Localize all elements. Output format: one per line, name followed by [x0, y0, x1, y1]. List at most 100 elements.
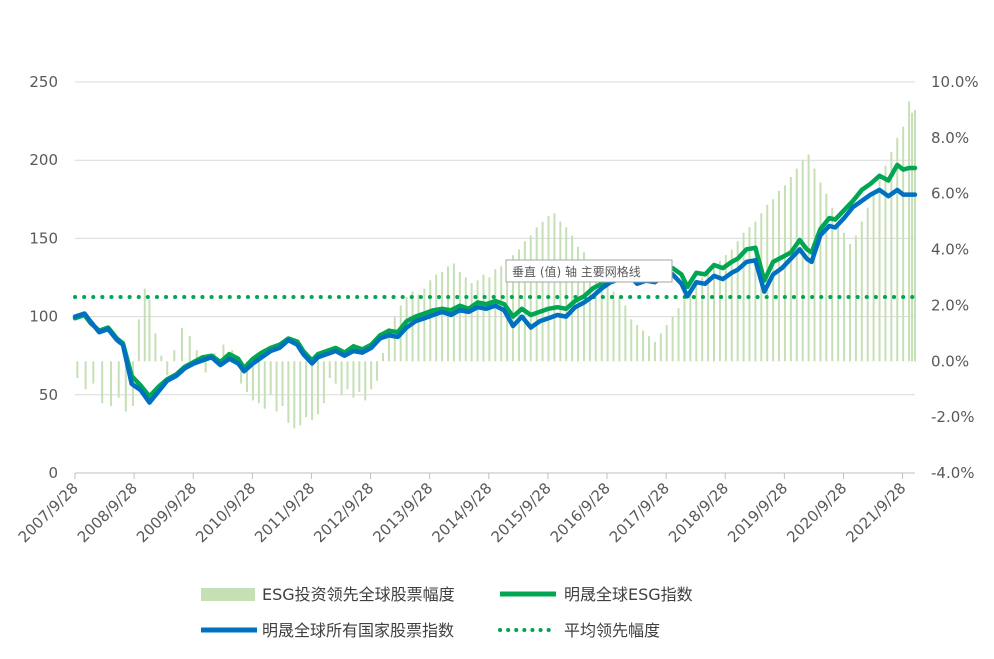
- gridlines: [75, 81, 915, 396]
- lead-bar: [240, 361, 243, 384]
- lead-bar: [689, 291, 692, 362]
- lead-bar: [222, 344, 225, 362]
- right-tick-label-3: 2.0%: [931, 296, 969, 314]
- lead-bar: [748, 227, 751, 362]
- lead-bar: [387, 327, 390, 362]
- lead-bar: [494, 269, 497, 362]
- lead-bar: [358, 361, 361, 393]
- lead-bar: [195, 350, 198, 362]
- lead-bar: [411, 291, 414, 362]
- lead-bar: [346, 361, 349, 390]
- x-tick-label-9: 2016/9/28: [547, 479, 614, 546]
- all-country-index-line: [72, 187, 918, 405]
- lead-bar: [825, 193, 828, 362]
- lead-bar: [713, 266, 716, 362]
- right-tick-label-7: 10.0%: [931, 73, 979, 91]
- right-tick-label-0: -4.0%: [931, 464, 975, 482]
- lead-bar: [742, 232, 745, 362]
- lead-bar: [124, 361, 127, 412]
- lead-bar: [612, 291, 615, 362]
- lead-bar: [322, 361, 325, 404]
- lead-bar: [328, 361, 331, 379]
- x-tick-label-11: 2018/9/28: [665, 479, 732, 546]
- x-tick-label-3: 2010/9/28: [192, 479, 259, 546]
- legend-item-bars: ESG投资领先全球股票幅度: [201, 585, 455, 604]
- lead-bar: [76, 361, 79, 379]
- lead-bar: [707, 271, 710, 362]
- left-tick-label-3: 150: [29, 229, 58, 247]
- lead-bar: [911, 112, 914, 362]
- left-tick-label-4: 200: [29, 151, 58, 169]
- lead-bar: [878, 179, 881, 362]
- lead-bar: [370, 361, 373, 390]
- lead-bar: [783, 185, 786, 362]
- lead-bar: [647, 336, 650, 362]
- lead-bar: [659, 333, 662, 362]
- lead-bar: [160, 355, 163, 362]
- right-tick-label-4: 4.0%: [931, 241, 969, 259]
- lead-bar: [854, 235, 857, 362]
- lead-bar: [843, 232, 846, 362]
- lead-bar: [600, 277, 603, 362]
- lead-bar: [677, 308, 680, 362]
- legend-swatch-bars: [201, 588, 255, 601]
- lead-bar: [789, 176, 792, 362]
- left-tick-label-5: 250: [29, 73, 58, 91]
- lead-bar: [435, 274, 438, 362]
- lead-bar: [275, 361, 278, 412]
- left-axis-tick-labels: 0 50 100 150 200 250: [29, 73, 58, 482]
- lead-bar: [795, 168, 798, 362]
- lead-bar: [848, 243, 851, 362]
- lead-bar: [417, 294, 420, 362]
- lead-bar: [872, 193, 875, 362]
- lead-bar: [630, 319, 633, 362]
- lead-bar: [393, 316, 396, 362]
- right-tick-label-5: 6.0%: [931, 185, 969, 203]
- lead-bar: [137, 319, 140, 362]
- lead-bar: [718, 260, 721, 362]
- lead-bar: [180, 327, 183, 362]
- tooltip-text: 垂直 (值) 轴 主要网格线: [512, 264, 641, 279]
- lead-bar: [482, 274, 485, 362]
- lead-bar: [908, 101, 911, 362]
- lead-bar: [801, 160, 804, 362]
- lead-bar: [653, 341, 656, 362]
- legend-label-bars: ESG投资领先全球股票幅度: [262, 585, 455, 604]
- x-tick-label-8: 2015/9/28: [488, 479, 555, 546]
- lead-bar: [166, 361, 169, 376]
- legend-item-esg: 明晟全球ESG指数: [500, 585, 693, 604]
- lead-bar: [512, 255, 515, 362]
- lead-bar: [287, 361, 290, 423]
- lead-bar: [470, 283, 473, 362]
- lead-bar: [84, 361, 87, 390]
- right-tick-label-6: 8.0%: [931, 129, 969, 147]
- left-tick-label-2: 100: [29, 308, 58, 326]
- lead-bar: [772, 199, 775, 362]
- legend-label-avg: 平均领先幅度: [564, 621, 660, 640]
- lead-bar: [352, 361, 355, 398]
- legend: ESG投资领先全球股票幅度 明晟全球ESG指数 明晟全球所有国家股票指数 平均领…: [201, 585, 693, 640]
- left-tick-label-0: 0: [48, 464, 58, 482]
- lead-bar: [588, 260, 591, 362]
- lead-bar: [305, 361, 308, 418]
- lead-bar: [311, 361, 314, 420]
- lead-bar: [860, 221, 863, 362]
- lead-bar: [642, 330, 645, 362]
- lead-bar: [884, 165, 887, 362]
- x-tick-label-1: 2008/9/28: [74, 479, 141, 546]
- right-tick-label-2: 0.0%: [931, 352, 969, 370]
- lead-bar: [724, 255, 727, 362]
- lead-bar: [429, 280, 432, 362]
- index-lines: [72, 162, 918, 405]
- lead-bar: [381, 352, 384, 362]
- lead-bar: [476, 280, 479, 362]
- lead-bar: [819, 182, 822, 362]
- lead-bar: [293, 361, 296, 429]
- x-tick-label-6: 2013/9/28: [369, 479, 436, 546]
- lead-bar: [890, 151, 893, 362]
- lead-bar: [778, 190, 781, 362]
- x-tick-label-5: 2012/9/28: [310, 479, 377, 546]
- left-tick-label-1: 50: [39, 386, 58, 404]
